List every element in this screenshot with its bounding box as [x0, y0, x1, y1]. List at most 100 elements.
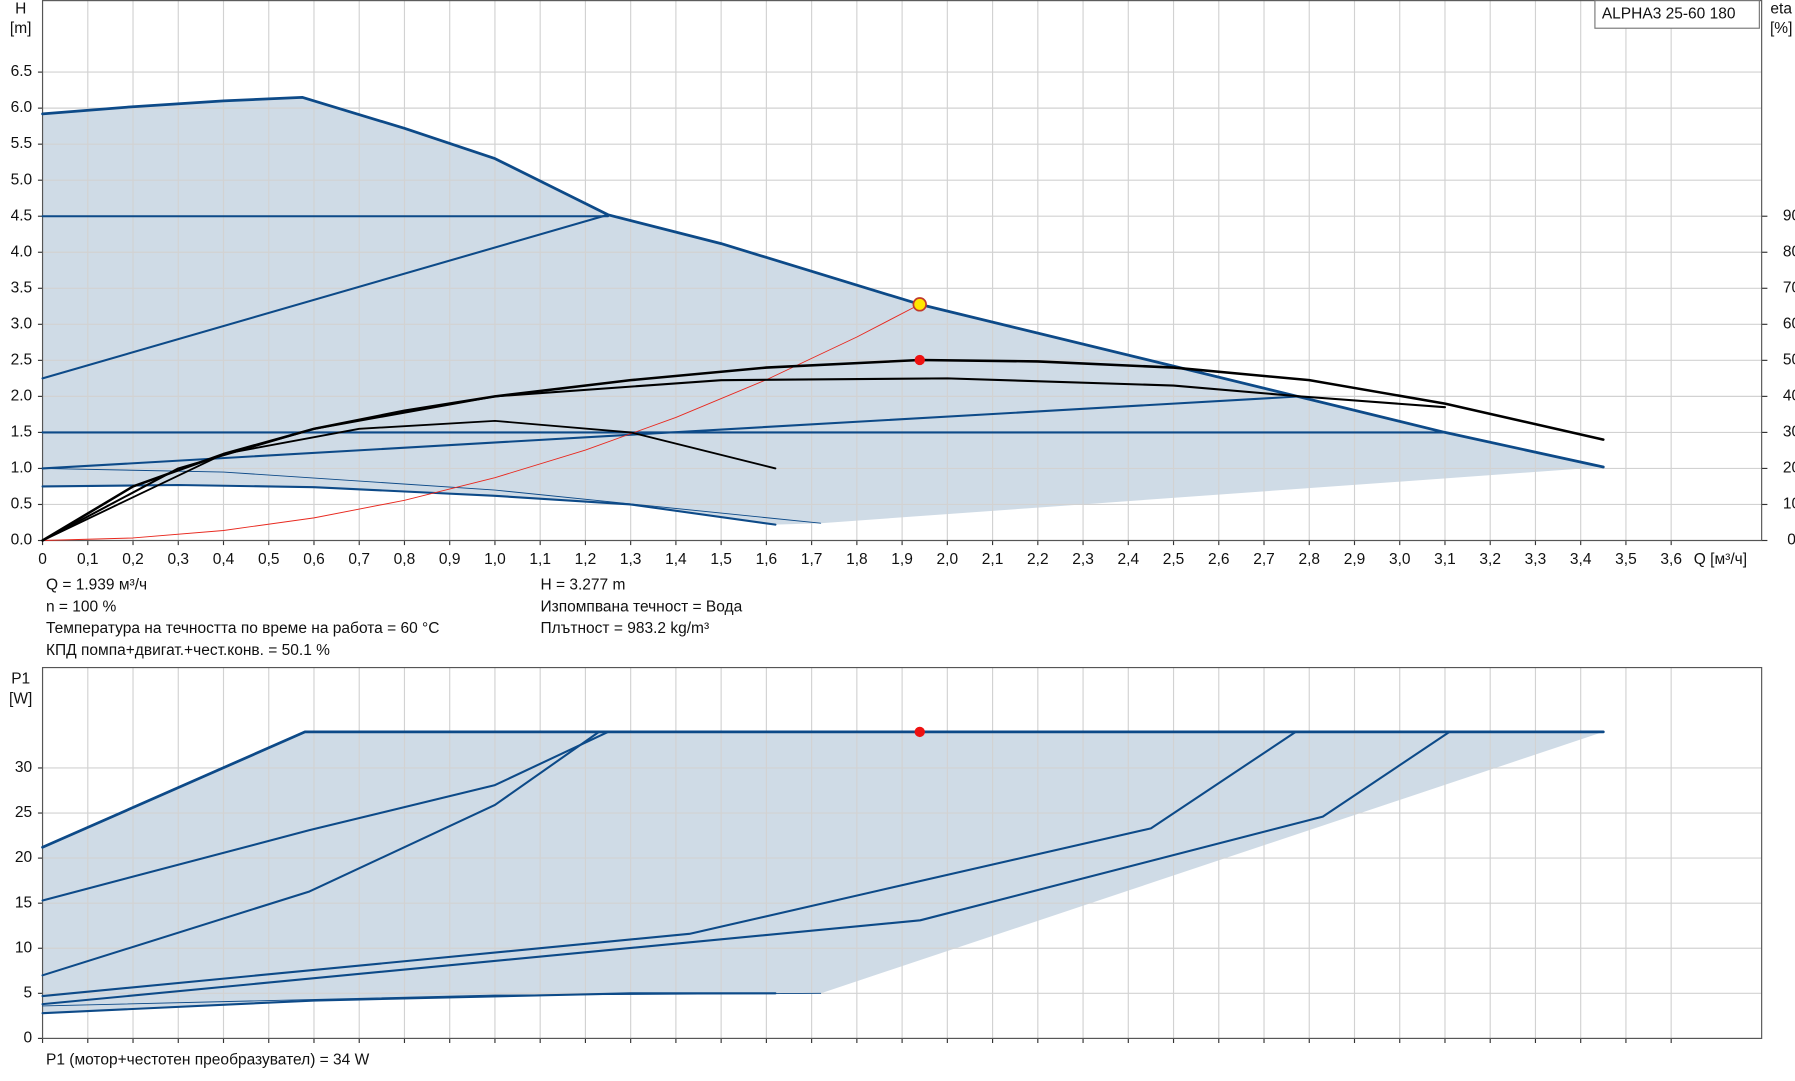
- x-tick-label: 1,3: [620, 551, 642, 568]
- x-tick-label: 2,6: [1208, 551, 1230, 568]
- x-tick-label: 3,3: [1525, 551, 1547, 568]
- info-text: Q = 1.939 м³/ч: [46, 576, 147, 593]
- y2-tick-label: 30: [1783, 424, 1795, 441]
- info-text: КПД помпа+двигат.+чест.конв. = 50.1 %: [46, 642, 330, 659]
- y2-tick-label: 50: [1783, 351, 1795, 368]
- x-tick-label: 2,9: [1344, 551, 1366, 568]
- duty-point: [914, 726, 925, 738]
- x-tick-label: 3,4: [1570, 551, 1592, 568]
- curve: [41, 730, 1297, 998]
- x-tick-label: 0,5: [258, 551, 280, 568]
- curve: [41, 992, 777, 1015]
- x-tick-label: 1,1: [529, 551, 551, 568]
- background-layer: [37, 0, 1768, 1044]
- x-tick-label: 1,9: [891, 551, 913, 568]
- y-tick-label: 20: [15, 849, 33, 866]
- x-tick-label: 1,8: [846, 551, 868, 568]
- x-tick-label: 1,2: [575, 551, 597, 568]
- curve: [42, 467, 822, 524]
- y2-tick-label: 80: [1783, 243, 1795, 260]
- x-tick-label: 0,8: [394, 551, 416, 568]
- y-tick-label: 2.5: [11, 351, 33, 368]
- curve: [41, 483, 777, 526]
- y-axis-unit: [W]: [9, 690, 32, 707]
- plot-frame: [41, 666, 1763, 1039]
- annotation: ALPHA3 25-60 180: [1602, 6, 1736, 23]
- y-tick-label: 2.0: [11, 387, 33, 404]
- curve: [41, 395, 1302, 470]
- x-tick-label: 0,1: [77, 551, 99, 568]
- y-tick-label: 1.0: [11, 460, 33, 477]
- plot-frame: [41, 0, 1763, 542]
- x-tick-label: 1,5: [710, 551, 732, 568]
- curve: [41, 730, 601, 977]
- y-tick-label: 6.5: [11, 63, 33, 80]
- x-tick-label: 2,1: [982, 551, 1004, 568]
- x-tick-label: 3,0: [1389, 551, 1411, 568]
- y2-tick-label: 40: [1783, 387, 1795, 404]
- curve: [41, 730, 610, 902]
- curve: [41, 95, 1605, 469]
- operating-region: [42, 731, 1604, 1014]
- x-tick-label: 0,4: [213, 551, 235, 568]
- foreground-layer: 0 0,1 0,2 0,3 0,4 0,5 0,6 0,7 0,8 0,9 1,0 1,1 1,2 1,3…: [11, 63, 1795, 1046]
- x-tick-label: 2,8: [1298, 551, 1320, 568]
- x-tick-label: 0,7: [348, 551, 370, 568]
- info-text: Плътност = 983.2 kg/m³: [540, 620, 709, 637]
- x-tick-label: 2,5: [1163, 551, 1185, 568]
- x-tick-label: 2,4: [1118, 551, 1140, 568]
- y-tick-label: 1.5: [11, 424, 33, 441]
- x-axis-label: Q [м³/ч]: [1694, 551, 1747, 568]
- info-text: Температура на течността по време на раб…: [46, 620, 439, 637]
- curve: [41, 730, 1451, 1006]
- y-tick-label: 4.5: [11, 207, 33, 224]
- y-tick-label: 5: [24, 984, 33, 1001]
- x-tick-label: 1,6: [756, 551, 778, 568]
- x-tick-label: 0,2: [122, 551, 144, 568]
- x-tick-label: 3,5: [1615, 551, 1637, 568]
- x-tick-label: 3,6: [1660, 551, 1682, 568]
- y-tick-label: 3.0: [11, 315, 33, 332]
- curve: [42, 992, 822, 1007]
- x-tick-label: 0,3: [167, 551, 189, 568]
- y-tick-label: 5.0: [11, 171, 33, 188]
- footer-text: P1 (мотор+честотен преобразувател) = 34 …: [46, 1051, 370, 1068]
- y2-tick-label: 70: [1783, 279, 1795, 296]
- x-tick-label: 3,2: [1479, 551, 1501, 568]
- x-tick-label: 3,1: [1434, 551, 1456, 568]
- x-tick-label: 2,7: [1253, 551, 1275, 568]
- y2-axis-unit: [%]: [1770, 20, 1792, 37]
- y-tick-label: 5.5: [11, 135, 33, 152]
- y-tick-label: 3.5: [11, 279, 33, 296]
- info-text: H = 3.277 m: [540, 576, 625, 593]
- info-text: n = 100 %: [46, 598, 117, 615]
- y2-tick-label: 20: [1783, 460, 1795, 477]
- y-tick-label: 25: [15, 804, 32, 821]
- x-tick-label: 0,9: [439, 551, 461, 568]
- y-tick-label: 15: [15, 894, 32, 911]
- x-tick-label: 1,0: [484, 551, 506, 568]
- x-tick-label: 2,2: [1027, 551, 1049, 568]
- y-axis-unit: [m]: [10, 20, 32, 37]
- curve: [41, 377, 1447, 542]
- y2-tick-label: 90: [1783, 207, 1795, 224]
- info-text: Изпомпвана течност = Вода: [540, 598, 742, 615]
- curve: [41, 730, 1605, 849]
- y-axis-label: H: [15, 0, 26, 17]
- y-tick-label: 10: [15, 939, 33, 956]
- curve: [41, 213, 610, 380]
- x-tick-label: 1,7: [801, 551, 823, 568]
- y-tick-label: 4.0: [11, 243, 33, 260]
- duty-point: [912, 297, 927, 312]
- x-tick-label: 0: [38, 551, 47, 568]
- x-tick-label: 1,4: [665, 551, 687, 568]
- curve: [41, 419, 777, 542]
- y-tick-label: 6.0: [11, 99, 33, 116]
- x-tick-label: 2,0: [937, 551, 959, 568]
- y-tick-label: 0.0: [11, 532, 33, 549]
- duty-point: [914, 354, 925, 366]
- operating-region: [42, 97, 1604, 525]
- x-tick-label: 0,6: [303, 551, 325, 568]
